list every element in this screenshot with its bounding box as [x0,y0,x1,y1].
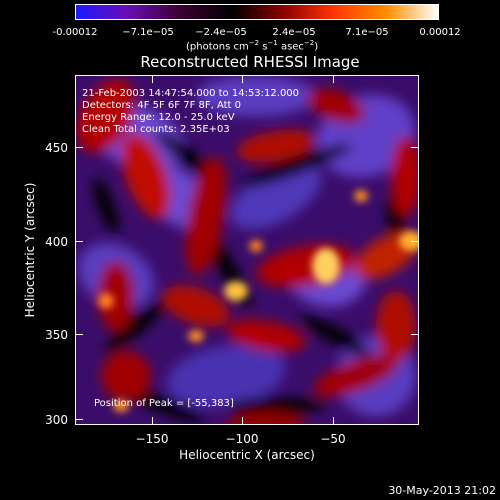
heatmap-blob [236,129,316,163]
heatmap-blob [154,129,218,183]
x-tick-label: −50 [320,432,346,446]
colorbar-tick-label: 7.1e−05 [345,27,389,38]
colorbar-units-label: (photons cm−2 s−1 asec−2) [186,39,319,53]
heatmap-blob [226,398,326,414]
plot-title: Reconstructed RHESSI Image [140,53,360,71]
info-energy-range: Energy Range: 12.0 - 25.0 keV [82,112,235,123]
y-tick [411,147,419,148]
y-tick-label: 350 [45,328,68,342]
info-detectors: Detectors: 4F 5F 6F 7F 8F, Att 0 [82,100,242,111]
y-tick [75,241,83,242]
heatmap-blob [104,299,168,353]
x-tick [242,75,243,83]
heatmap-blob [98,293,114,309]
heatmap-blob [162,285,230,327]
y-tick [411,241,419,242]
x-axis-label: Heliocentric X (arcsec) [179,448,315,462]
heatmap-blob [226,319,306,353]
y-tick [411,334,419,335]
heatmap-blob [301,314,371,358]
heatmap-blob [121,133,171,219]
heatmap-blob [166,344,286,408]
heatmap-blob [239,144,353,188]
heatmap-blob [313,355,399,397]
y-tick [75,334,83,335]
heatmap-blob [307,88,365,124]
heatmap-blob [354,190,368,202]
x-tick [333,75,334,83]
colorbar-tick-label: 0.00012 [419,27,461,38]
y-tick [75,147,83,148]
info-time-range: 21-Feb-2003 14:47:54.000 to 14:53:12.000 [82,88,300,99]
y-tick-label: 300 [45,413,68,427]
heatmap-blob [226,411,306,424]
heatmap-blob [230,162,322,230]
heatmap-blob [196,76,316,116]
x-tick-label: −150 [135,432,169,446]
heatmap-blob [376,291,416,361]
colorbar-tick-label: −2.4e−05 [195,27,247,38]
heatmap-blob [185,156,227,276]
footer-timestamp: 30-May-2013 21:02 [388,484,496,497]
heatmap-blob [399,231,418,251]
y-axis-label: Heliocentric Y (arcsec) [23,182,37,318]
heatmap-blob [113,400,129,412]
reconstructed-image [76,76,418,424]
heatmap-blob [76,79,136,153]
x-tick [333,417,334,425]
peak-position-label: Position of Peak = [-55,383] [94,398,234,409]
x-tick [152,417,153,425]
info-method-counts: Clean Total counts: 2.35E+03 [82,124,230,135]
heatmap-blob [224,281,248,301]
heatmap-blob [391,136,418,216]
heatmap-blob [128,390,204,422]
y-tick-label: 450 [45,141,68,155]
heatmap-blob [101,351,151,401]
x-tick-label: −100 [225,432,259,446]
colorbar-tick-label: 2.4e−05 [272,27,316,38]
y-tick [75,419,83,420]
heatmap-blob [188,330,204,342]
heatmap-blob [249,240,263,252]
x-tick [152,75,153,83]
colorbar-tick-label: −7.1e−05 [122,27,174,38]
heatmap-blob [98,261,134,331]
colorbar-tick-label: -0.00012 [52,27,98,38]
heatmap-blob [312,248,340,284]
y-tick-label: 400 [45,235,68,249]
x-tick [242,417,243,425]
heatmap-blob [93,177,119,235]
image-plot-area [75,75,419,425]
colorbar [75,4,439,20]
